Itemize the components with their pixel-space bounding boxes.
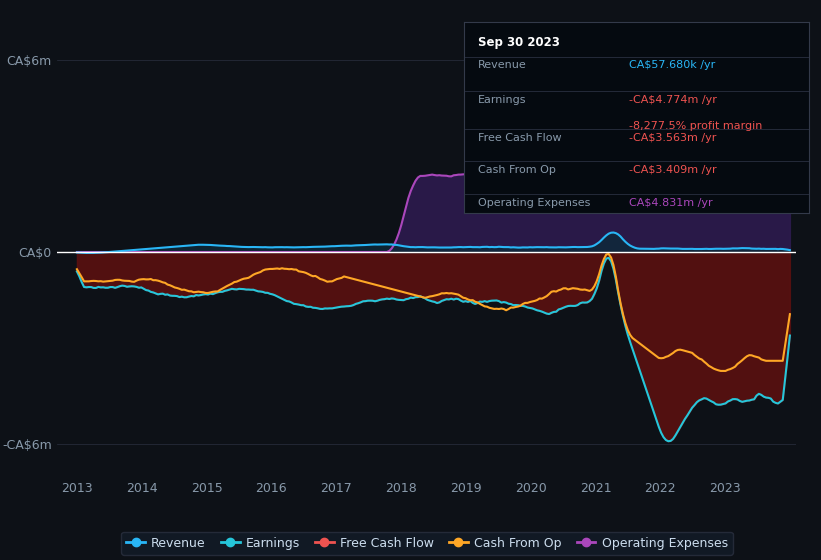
Text: Cash From Op: Cash From Op — [478, 165, 556, 175]
Text: Sep 30 2023: Sep 30 2023 — [478, 36, 560, 49]
Legend: Revenue, Earnings, Free Cash Flow, Cash From Op, Operating Expenses: Revenue, Earnings, Free Cash Flow, Cash … — [122, 532, 732, 555]
Text: Earnings: Earnings — [478, 95, 526, 105]
Text: -CA$4.774m /yr: -CA$4.774m /yr — [630, 95, 718, 105]
Text: -CA$3.409m /yr: -CA$3.409m /yr — [630, 165, 717, 175]
Text: CA$57.680k /yr: CA$57.680k /yr — [630, 60, 716, 71]
Text: -8,277.5% profit margin: -8,277.5% profit margin — [630, 122, 763, 132]
Text: -CA$3.563m /yr: -CA$3.563m /yr — [630, 133, 717, 143]
Text: Free Cash Flow: Free Cash Flow — [478, 133, 562, 143]
Text: Operating Expenses: Operating Expenses — [478, 198, 590, 208]
Text: CA$4.831m /yr: CA$4.831m /yr — [630, 198, 713, 208]
Text: Revenue: Revenue — [478, 60, 526, 71]
